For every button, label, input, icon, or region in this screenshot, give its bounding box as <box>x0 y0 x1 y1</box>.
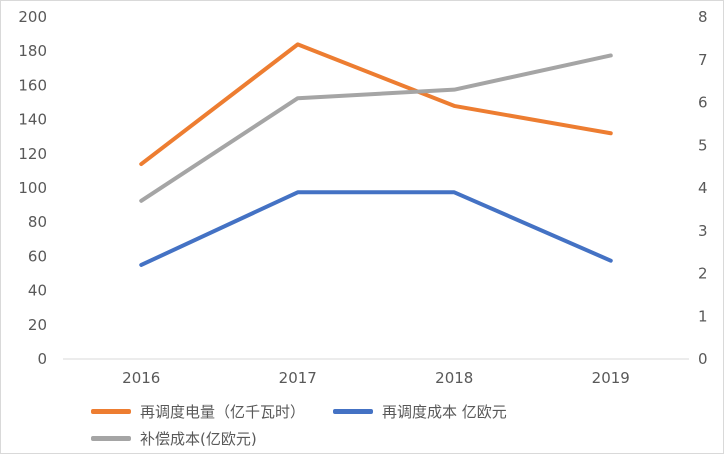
svg-text:7: 7 <box>698 51 708 69</box>
legend-marker-blue-line <box>333 409 374 414</box>
svg-text:2019: 2019 <box>592 369 630 387</box>
legend: 再调度电量（亿千瓦时） 再调度成本 亿欧元 补偿成本(亿欧元) <box>91 401 691 449</box>
svg-text:180: 180 <box>18 42 47 60</box>
svg-text:1: 1 <box>698 307 708 325</box>
legend-row-2: 补偿成本(亿欧元) <box>91 428 691 449</box>
svg-text:200: 200 <box>18 8 47 26</box>
legend-row-1: 再调度电量（亿千瓦时） 再调度成本 亿欧元 <box>91 401 691 422</box>
svg-text:40: 40 <box>28 282 47 300</box>
svg-text:8: 8 <box>698 8 708 26</box>
svg-text:3: 3 <box>698 222 708 240</box>
svg-text:6: 6 <box>698 94 708 112</box>
svg-text:60: 60 <box>28 247 47 265</box>
svg-text:2016: 2016 <box>122 369 160 387</box>
legend-label-compensation-cost: 补偿成本(亿欧元) <box>140 430 257 448</box>
svg-text:80: 80 <box>28 213 47 231</box>
svg-text:0: 0 <box>37 350 47 368</box>
svg-text:100: 100 <box>18 179 47 197</box>
svg-text:2017: 2017 <box>279 369 317 387</box>
svg-text:2: 2 <box>698 265 708 283</box>
svg-text:0: 0 <box>698 350 708 368</box>
svg-text:4: 4 <box>698 179 708 197</box>
legend-item-redispatch-volume: 再调度电量（亿千瓦时） <box>91 401 305 422</box>
svg-text:20: 20 <box>28 316 47 334</box>
svg-text:140: 140 <box>18 111 47 129</box>
svg-text:120: 120 <box>18 145 47 163</box>
legend-label-redispatch-cost: 再调度成本 亿欧元 <box>382 403 507 421</box>
legend-marker-gray-line <box>91 436 131 441</box>
svg-text:2018: 2018 <box>435 369 473 387</box>
svg-text:5: 5 <box>698 136 708 154</box>
legend-label-redispatch-volume: 再调度电量（亿千瓦时） <box>140 403 306 421</box>
legend-item-compensation-cost: 补偿成本(亿欧元) <box>91 428 257 449</box>
svg-text:160: 160 <box>18 76 47 94</box>
legend-item-redispatch-cost: 再调度成本 亿欧元 <box>333 401 507 422</box>
legend-marker-orange-line <box>91 409 131 414</box>
